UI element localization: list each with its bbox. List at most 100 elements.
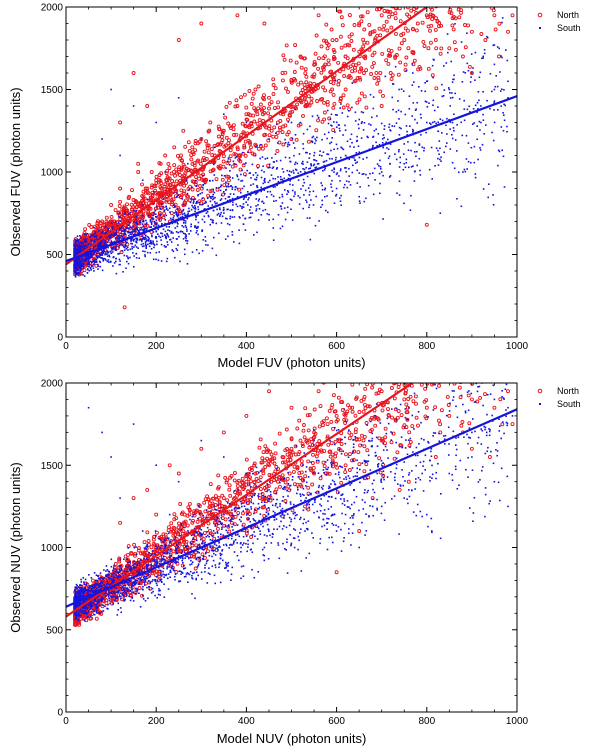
data-point	[143, 245, 145, 247]
data-point	[188, 233, 190, 235]
data-point	[467, 64, 472, 69]
data-point	[500, 105, 502, 107]
data-point	[160, 207, 162, 210]
data-point	[493, 101, 495, 104]
data-point	[474, 104, 477, 107]
data-point	[331, 81, 336, 86]
data-point	[380, 168, 382, 170]
data-point	[278, 119, 283, 123]
data-point	[474, 176, 477, 179]
data-point	[334, 131, 336, 133]
data-point	[97, 250, 99, 252]
data-point	[268, 138, 270, 140]
data-point	[292, 169, 295, 172]
data-point	[90, 269, 92, 271]
data-point	[271, 134, 276, 139]
data-point	[261, 156, 264, 158]
data-point	[192, 202, 195, 204]
data-point	[386, 147, 388, 149]
data-point	[217, 149, 222, 153]
data-point	[321, 188, 324, 191]
data-point	[131, 245, 133, 248]
data-point	[96, 255, 99, 257]
data-point	[83, 245, 86, 247]
data-point	[249, 206, 252, 208]
data-point	[394, 53, 399, 57]
data-point	[154, 213, 157, 215]
data-point	[163, 153, 168, 158]
data-point	[384, 152, 387, 154]
data-point	[291, 189, 294, 192]
data-point	[503, 114, 505, 116]
data-point	[504, 284, 507, 287]
data-point	[201, 186, 204, 189]
data-point	[141, 235, 143, 237]
data-point	[363, 200, 366, 203]
data-point	[299, 196, 301, 199]
data-point	[449, 121, 452, 123]
data-point	[394, 65, 397, 68]
data-point	[408, 95, 411, 97]
data-point	[104, 241, 106, 244]
data-point	[414, 118, 416, 121]
data-point	[348, 405, 353, 410]
data-point	[394, 7, 399, 11]
data-point	[227, 157, 230, 159]
data-point	[188, 168, 193, 173]
data-point	[223, 191, 225, 193]
data-point	[387, 138, 389, 141]
data-point	[93, 233, 95, 235]
data-point	[258, 208, 261, 210]
data-point	[171, 197, 176, 202]
data-point	[159, 236, 162, 239]
data-point	[106, 260, 109, 263]
data-point	[443, 151, 445, 154]
data-point	[501, 88, 503, 90]
data-point	[125, 227, 128, 229]
data-point	[482, 57, 484, 59]
data-point	[349, 32, 354, 37]
data-point	[88, 265, 90, 268]
data-point	[314, 138, 316, 140]
data-point	[359, 19, 364, 24]
data-point	[461, 81, 464, 83]
data-point	[306, 201, 308, 203]
data-point	[339, 45, 344, 50]
data-point	[216, 473, 221, 478]
data-point	[435, 122, 437, 125]
data-point	[153, 225, 155, 227]
data-point	[144, 255, 146, 258]
data-point	[310, 89, 315, 94]
data-point	[74, 271, 76, 274]
data-point	[161, 223, 163, 225]
data-point	[304, 74, 309, 79]
data-point	[377, 26, 382, 31]
data-point	[152, 231, 155, 233]
legend-marker-south	[539, 27, 541, 29]
data-point	[446, 403, 451, 407]
data-point	[331, 105, 336, 110]
data-point	[347, 13, 352, 18]
data-point	[453, 129, 455, 132]
data-point	[328, 175, 330, 177]
data-point	[235, 13, 240, 18]
y-tick-label: 1000	[41, 168, 64, 179]
data-point	[403, 26, 408, 31]
data-point	[77, 245, 79, 248]
data-point	[424, 100, 427, 103]
data-point	[220, 184, 223, 186]
data-point	[135, 228, 137, 230]
data-point	[426, 66, 431, 71]
data-point	[95, 260, 98, 262]
data-point	[332, 50, 337, 54]
data-point	[76, 252, 78, 254]
data-point	[185, 523, 190, 528]
data-point	[309, 125, 311, 128]
data-point	[254, 178, 256, 181]
data-point	[164, 234, 166, 236]
data-point	[74, 273, 77, 276]
data-point	[203, 509, 208, 514]
data-point	[412, 72, 414, 74]
data-point	[215, 143, 220, 147]
data-point	[416, 101, 418, 104]
